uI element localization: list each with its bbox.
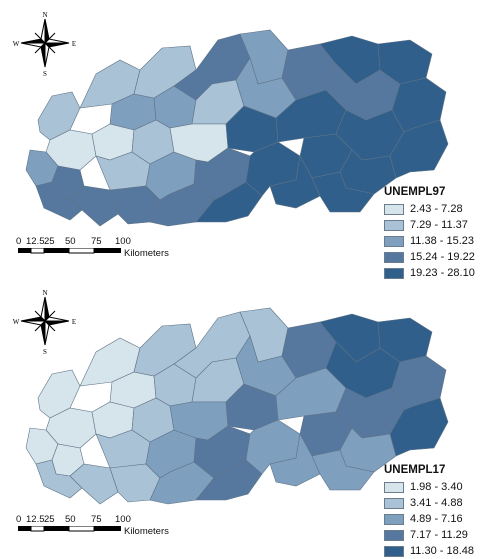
- district-region: [37, 369, 81, 419]
- scale-tick-label: 100: [115, 514, 131, 525]
- compass-north-label: N: [42, 289, 47, 297]
- north-arrow-icon: N S E W: [13, 289, 76, 356]
- legend-label: 11.30 - 18.48: [410, 545, 475, 557]
- legend-item: 19.23 - 28.10: [384, 265, 475, 281]
- choropleth-map-2017: [25, 307, 449, 505]
- legend-item: 15.24 - 19.22: [384, 249, 475, 265]
- legend-label: 3.41 - 4.88: [410, 497, 463, 509]
- legend-swatch: [384, 545, 404, 557]
- scale-tick-label: 25: [44, 514, 55, 525]
- legend-swatch: [384, 235, 404, 247]
- scale-bar-graphic: [18, 248, 121, 254]
- scale-unit-label: Kilometers: [124, 248, 169, 259]
- district-region: [195, 459, 263, 501]
- legend-swatch: [384, 251, 404, 263]
- district-region: [195, 181, 263, 223]
- scale-tick-label: 12.5: [26, 236, 45, 247]
- legend-swatch: [384, 497, 404, 509]
- district-region: [389, 397, 449, 457]
- scale-unit-label: Kilometers: [124, 526, 169, 537]
- legend-1997: UNEMPL97 2.43 - 7.28 7.29 - 11.37 11.38 …: [384, 186, 475, 281]
- compass-south-label: S: [43, 348, 47, 356]
- legend-label: 15.24 - 19.22: [410, 251, 475, 263]
- legend-swatch: [384, 513, 404, 525]
- legend-swatch: [384, 529, 404, 541]
- legend-item: 4.89 - 7.16: [384, 511, 474, 527]
- district-region: [389, 119, 449, 179]
- scale-bar: 0 12.5 25 50 75 100 Kilometers: [14, 236, 234, 266]
- choropleth-map-1997: [25, 29, 449, 227]
- legend-swatch: [384, 481, 404, 493]
- legend-label: 1.98 - 3.40: [410, 481, 463, 493]
- legend-label: 7.29 - 11.37: [410, 219, 468, 231]
- scale-tick-label: 50: [65, 514, 76, 525]
- map-panel-2017: N S E W UNEMPL17 1.98 - 3.40 3.41 - 4.88…: [0, 278, 480, 557]
- district-region: [311, 171, 375, 213]
- legend-item: 3.41 - 4.88: [384, 495, 474, 511]
- compass-north-label: N: [42, 11, 47, 19]
- legend-title: UNEMPL97: [384, 186, 446, 198]
- legend-swatch: [384, 267, 404, 279]
- compass-east-label: E: [72, 318, 76, 326]
- legend-label: 7.17 - 11.29: [410, 529, 468, 541]
- legend-title: UNEMPL17: [384, 464, 446, 476]
- scale-tick-label: 100: [115, 236, 131, 247]
- scale-tick-label: 0: [16, 236, 22, 247]
- legend-item: 11.30 - 18.48: [384, 543, 474, 559]
- legend-swatch: [384, 203, 404, 215]
- legend-item: 7.17 - 11.29: [384, 527, 474, 543]
- scale-bar: 0 12.5 25 50 75 100 Kilometers: [14, 514, 234, 544]
- legend-label: 19.23 - 28.10: [410, 267, 475, 279]
- legend-swatch: [384, 219, 404, 231]
- legend-label: 11.38 - 15.23: [410, 235, 475, 247]
- scale-tick-label: 50: [65, 236, 76, 247]
- north-arrow-icon: N S E W: [13, 11, 76, 78]
- district-region: [311, 449, 375, 491]
- scale-tick-label: 75: [91, 514, 102, 525]
- legend-label: 2.43 - 7.28: [410, 203, 463, 215]
- legend-2017: UNEMPL17 1.98 - 3.40 3.41 - 4.88 4.89 - …: [384, 464, 474, 559]
- legend-item: 1.98 - 3.40: [384, 479, 474, 495]
- compass-east-label: E: [72, 40, 76, 48]
- compass-west-label: W: [13, 318, 20, 326]
- compass-south-label: S: [43, 70, 47, 78]
- scale-tick-label: 75: [91, 236, 102, 247]
- scale-tick-label: 0: [16, 514, 22, 525]
- map-panel-1997: N S E W UNEMPL97 2.43 - 7.28 7.29 - 11.3…: [0, 0, 480, 279]
- scale-tick-label: 12.5: [26, 514, 45, 525]
- legend-item: 2.43 - 7.28: [384, 201, 475, 217]
- scale-bar-graphic: [18, 526, 121, 532]
- district-region: [37, 91, 81, 141]
- compass-west-label: W: [13, 40, 20, 48]
- scale-tick-label: 25: [44, 236, 55, 247]
- legend-label: 4.89 - 7.16: [410, 513, 463, 525]
- legend-item: 11.38 - 15.23: [384, 233, 475, 249]
- legend-item: 7.29 - 11.37: [384, 217, 475, 233]
